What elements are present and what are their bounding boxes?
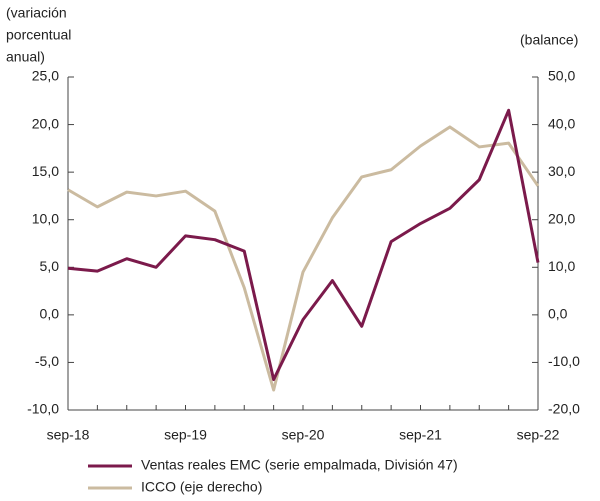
- y2-tick-label: -20,0: [548, 401, 580, 417]
- x-tick-label: sep-21: [399, 427, 442, 443]
- y-tick-label: 25,0: [32, 68, 59, 84]
- y-tick-label: 5,0: [40, 258, 60, 274]
- x-tick-label: sep-20: [282, 427, 325, 443]
- y-axis-title: (variación: [6, 5, 67, 21]
- x-tick-label: sep-18: [47, 427, 90, 443]
- y-axis-title: porcentual: [6, 27, 71, 43]
- y2-tick-label: -10,0: [548, 353, 580, 369]
- y2-tick-label: 10,0: [548, 258, 575, 274]
- y2-tick-label: 30,0: [548, 163, 575, 179]
- y2-tick-label: 0,0: [548, 306, 568, 322]
- y2-tick-label: 50,0: [548, 68, 575, 84]
- y2-tick-label: 40,0: [548, 115, 575, 131]
- x-tick-label: sep-22: [517, 427, 560, 443]
- legend-label: ICCO (eje derecho): [141, 479, 262, 495]
- y-tick-label: 10,0: [32, 210, 59, 226]
- series-line: [67, 125, 540, 392]
- y2-tick-label: 20,0: [548, 210, 575, 226]
- y2-axis-title: (balance): [520, 32, 578, 48]
- y-tick-label: 15,0: [32, 163, 59, 179]
- y-axis-title: anual): [6, 49, 45, 65]
- y-tick-label: -10,0: [27, 401, 59, 417]
- y-tick-label: 0,0: [40, 306, 60, 322]
- y-tick-label: -5,0: [35, 353, 59, 369]
- y-tick-label: 20,0: [32, 115, 59, 131]
- x-tick-label: sep-19: [164, 427, 207, 443]
- legend-label: Ventas reales EMC (serie empalmada, Divi…: [141, 457, 458, 473]
- series-line: [67, 108, 540, 382]
